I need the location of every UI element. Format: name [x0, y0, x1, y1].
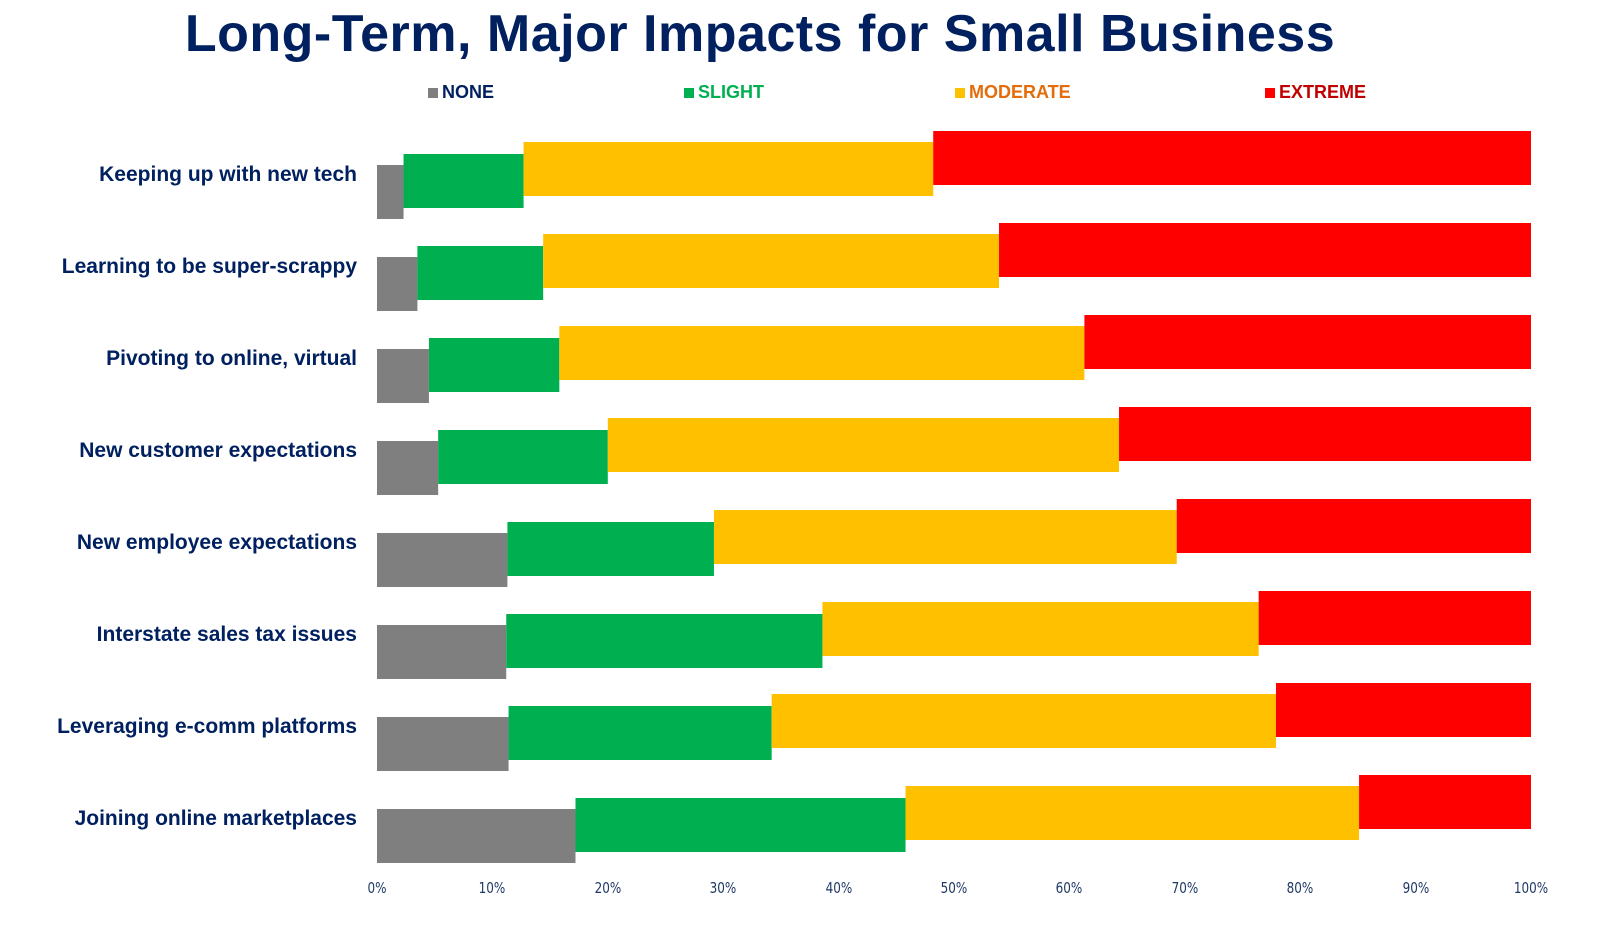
legend-label-slight: SLIGHT: [698, 82, 764, 102]
bar-moderate-5: [713, 510, 1177, 564]
category-label: Joining online marketplaces: [74, 807, 357, 830]
x-tick-label: 30%: [709, 879, 737, 897]
bar-slight-2: [417, 246, 544, 300]
bar-extreme-3: [1084, 315, 1531, 369]
bar-moderate-3: [559, 326, 1085, 380]
legend-item-none: NONE: [428, 82, 494, 103]
bar-none-1: [377, 165, 404, 219]
category-label: New employee expectations: [76, 531, 357, 554]
bar-extreme-4: [1119, 407, 1531, 461]
x-tick-label: 10%: [479, 879, 506, 897]
bar-slight-7: [508, 706, 772, 760]
bar-slight-5: [507, 522, 714, 576]
category-label: Leveraging e-comm platforms: [57, 715, 357, 738]
x-tick-label: 90%: [1402, 879, 1429, 897]
x-tick-label: 0%: [367, 879, 387, 897]
bar-extreme-7: [1275, 683, 1531, 737]
bar-moderate-6: [822, 602, 1259, 656]
bar-moderate-8: [905, 786, 1360, 840]
category-label: Pivoting to online, virtual: [106, 347, 357, 370]
chart-legend: NONE SLIGHT MODERATE EXTREME: [0, 82, 1600, 104]
bar-none-4: [377, 441, 439, 495]
bar-slight-1: [403, 154, 524, 208]
bar-slight-4: [438, 430, 608, 484]
x-tick-label: 70%: [1171, 879, 1199, 897]
category-label: Interstate sales tax issues: [96, 623, 357, 646]
x-tick-label: 50%: [940, 879, 968, 897]
x-tick-label: 20%: [594, 879, 622, 897]
chart-title: Long-Term, Major Impacts for Small Busin…: [184, 5, 1336, 63]
x-tick-label: 80%: [1286, 879, 1314, 897]
bar-moderate-1: [523, 142, 934, 196]
bar-extreme-5: [1176, 499, 1531, 553]
legend-swatch-moderate: [955, 87, 965, 98]
legend-item-extreme: EXTREME: [1265, 82, 1366, 103]
bar-slight-3: [428, 338, 560, 392]
bar-extreme-2: [999, 223, 1531, 277]
bar-none-6: [377, 625, 507, 679]
bar-none-8: [377, 809, 576, 863]
bar-moderate-7: [771, 694, 1276, 748]
bar-none-7: [377, 717, 509, 771]
legend-label-none: NONE: [442, 82, 495, 102]
legend-item-moderate: MODERATE: [955, 82, 1071, 103]
legend-label-extreme: EXTREME: [1279, 82, 1367, 102]
legend-swatch-none: [428, 87, 438, 98]
bar-none-3: [377, 349, 429, 403]
category-label: New customer expectations: [79, 439, 357, 462]
bar-extreme-1: [933, 131, 1531, 185]
bar-moderate-2: [543, 234, 1000, 288]
x-tick-label: 100%: [1513, 879, 1549, 897]
bar-none-5: [377, 533, 508, 587]
bar-extreme-6: [1258, 591, 1531, 645]
x-tick-label: 60%: [1056, 879, 1083, 897]
legend-swatch-extreme: [1265, 87, 1275, 98]
legend-swatch-slight: [684, 87, 694, 98]
category-label: Learning to be super-scrappy: [61, 255, 357, 278]
bar-moderate-4: [607, 418, 1120, 472]
x-tick-label: 40%: [825, 879, 852, 897]
legend-item-slight: SLIGHT: [684, 82, 764, 103]
legend-label-moderate: MODERATE: [969, 82, 1071, 102]
bar-slight-6: [506, 614, 823, 668]
bar-none-2: [377, 257, 418, 311]
bar-extreme-8: [1359, 775, 1531, 829]
bar-slight-8: [575, 798, 906, 852]
category-label: Keeping up with new tech: [99, 163, 357, 186]
